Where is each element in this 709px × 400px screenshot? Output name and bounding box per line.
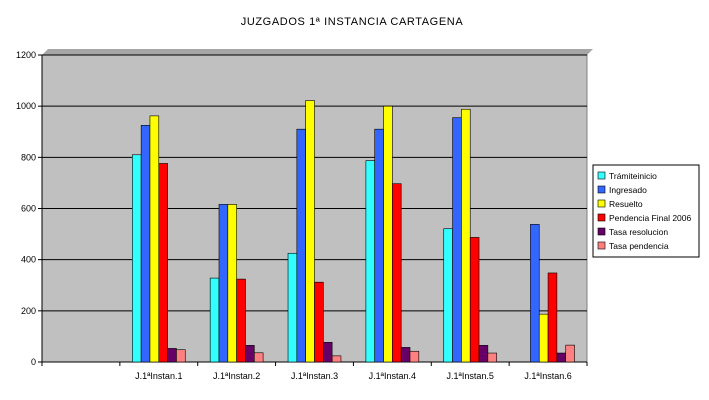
bar-tasa-pendencia-4 [409,350,420,363]
bar-resuelto-2 [227,204,237,363]
x-tick-label: J.1ªInstan.6 [524,371,571,381]
x-tick-label: J.1ªInstan.4 [369,371,416,381]
bar-trámiteinicio-3 [287,252,298,363]
x-tick-label: J.1ªInstan.2 [213,371,260,381]
bar-ingresado-6 [530,224,540,363]
bar-tasa-pendencia-1 [176,349,186,363]
bar-resuelto-5 [461,108,471,363]
y-tick-label: 800 [21,152,36,162]
x-tick-label: J.1ªInstan.3 [291,371,338,381]
legend-label: Tasa resolucion [609,227,668,237]
bar-resuelto-1 [149,115,160,363]
legend-label: Resuelto [609,199,643,209]
legend-swatch [597,227,606,236]
bar-tasa-resolucion-1 [167,348,177,363]
chart-title: JUZGADOS 1ª INSTANCIA CARTAGENA [241,16,464,28]
x-tick-label: J.1ªInstan.5 [447,371,494,381]
bar-ingresado-2 [218,204,229,363]
bar-resuelto-6 [538,313,549,363]
bar-tasa-pendencia-2 [253,352,264,363]
legend-label: Pendencia Final 2006 [609,213,692,223]
bar-pendencia-final-2006-1 [158,163,168,363]
x-tick-label: J.1ªInstan.1 [135,371,182,381]
y-tick-label: 1000 [16,101,36,111]
legend-swatch [597,241,606,250]
bar-pendencia-final-2006-4 [392,183,402,363]
bar-pendencia-final-2006-2 [236,278,246,363]
bar-tasa-resolucion-2 [245,345,255,363]
bar-pendencia-final-2006-6 [547,272,558,363]
legend-swatch [597,171,606,180]
plot-top-edge [42,49,593,55]
bar-trámiteinicio-4 [365,160,376,363]
bar-pendencia-final-2006-3 [314,281,324,363]
legend-label: Trámiteinicio [609,171,657,181]
y-tick-label: 0 [31,357,36,367]
legend-box [592,164,700,258]
bar-tasa-resolucion-5 [478,345,489,363]
bar-tasa-pendencia-5 [487,352,497,363]
bar-ingresado-1 [140,125,151,363]
y-tick-label: 400 [21,255,36,265]
bar-ingresado-5 [452,117,462,363]
bar-ingresado-4 [374,128,384,363]
y-tick-label: 200 [21,306,36,316]
bar-tasa-pendencia-3 [331,355,342,363]
bar-pendencia-final-2006-5 [469,237,480,363]
bar-trámiteinicio-5 [443,228,453,363]
bar-resuelto-4 [383,105,393,363]
y-tick-label: 600 [21,204,36,214]
legend-label: Tasa pendencia [609,241,669,251]
legend-swatch [597,213,606,222]
legend-label: Ingresado [609,185,647,195]
legend-swatch [597,185,606,194]
bar-tasa-resolucion-3 [323,341,333,363]
bar-tasa-resolucion-6 [556,352,567,363]
bar-resuelto-3 [305,100,315,363]
y-tick-label: 1200 [16,50,36,60]
bar-trámiteinicio-1 [132,154,142,363]
bar-trámiteinicio-2 [209,277,220,363]
bar-tasa-resolucion-4 [400,347,411,363]
bar-ingresado-3 [296,128,306,363]
legend-swatch [597,199,606,208]
bar-tasa-pendencia-6 [565,344,575,363]
